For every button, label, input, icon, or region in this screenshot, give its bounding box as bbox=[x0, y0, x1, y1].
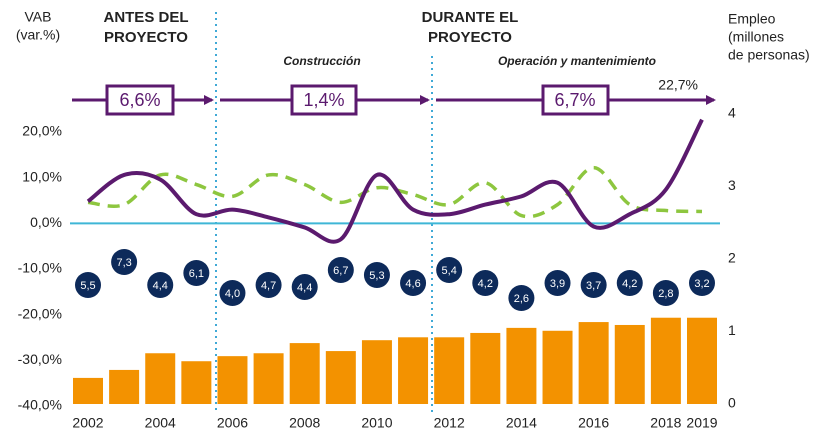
y2-title: (millones bbox=[728, 29, 784, 45]
badge-label: 3,2 bbox=[694, 278, 709, 290]
bar bbox=[253, 353, 284, 404]
value-label: 22,7% bbox=[658, 77, 698, 93]
x-tick-label: 2006 bbox=[217, 415, 248, 431]
line bbox=[86, 118, 704, 244]
badge-label: 4,4 bbox=[297, 282, 312, 294]
y-title: (var.%) bbox=[16, 27, 60, 43]
bar bbox=[398, 337, 429, 404]
badge bbox=[400, 270, 427, 296]
bar bbox=[361, 340, 392, 404]
badge bbox=[291, 274, 318, 300]
bar bbox=[109, 369, 140, 404]
x-tick-label: 2010 bbox=[361, 415, 392, 431]
line bbox=[87, 165, 703, 219]
badge bbox=[616, 270, 643, 296]
y-tick-label: -20,0% bbox=[18, 305, 62, 321]
badge-label: 4,2 bbox=[622, 278, 637, 290]
badge bbox=[111, 249, 138, 275]
badge bbox=[363, 262, 390, 288]
x-tick-label: 2012 bbox=[434, 415, 465, 431]
y-tick-label: 20,0% bbox=[22, 123, 62, 139]
y2-title: de personas) bbox=[728, 47, 810, 63]
period-label: 1,4% bbox=[303, 90, 344, 110]
y2-title: Empleo bbox=[728, 11, 776, 27]
badge bbox=[219, 280, 246, 306]
bar bbox=[145, 353, 176, 404]
x-tick-label: 2018 bbox=[650, 415, 681, 431]
period-arrows bbox=[72, 84, 716, 116]
y2-tick-label: 0 bbox=[728, 395, 736, 411]
badge bbox=[147, 272, 174, 298]
badge-label: 3,9 bbox=[550, 278, 565, 290]
badge-label: 4,6 bbox=[405, 278, 420, 290]
x-tick-label: 2008 bbox=[289, 415, 320, 431]
header: PROYECTO bbox=[104, 29, 188, 46]
badge bbox=[75, 272, 101, 298]
badge bbox=[183, 260, 210, 286]
badge bbox=[508, 285, 535, 311]
badge-label: 4,4 bbox=[153, 280, 168, 292]
x-tick-label: 2004 bbox=[145, 415, 176, 431]
badge-label: 6,1 bbox=[189, 268, 204, 280]
period-label: 6,7% bbox=[554, 90, 595, 110]
header: DURANTE EL bbox=[422, 9, 519, 26]
y-tick-label: 0,0% bbox=[30, 214, 62, 230]
badge bbox=[255, 272, 282, 298]
badge-label: 5,3 bbox=[369, 270, 384, 282]
badge-label: 2,8 bbox=[658, 288, 673, 300]
x-tick-label: 2016 bbox=[578, 415, 609, 431]
y-tick-label: 10,0% bbox=[22, 168, 62, 184]
badge bbox=[472, 270, 499, 296]
y-tick-label: -10,0% bbox=[18, 260, 62, 276]
badge-label: 4,2 bbox=[478, 278, 493, 290]
x-tick-label: 2014 bbox=[506, 415, 537, 431]
bar bbox=[325, 351, 356, 404]
bar bbox=[650, 317, 681, 404]
period-label: 6,6% bbox=[119, 90, 160, 110]
badge-label: 4,7 bbox=[261, 280, 276, 292]
badge-label: 5,4 bbox=[442, 265, 457, 277]
bar bbox=[470, 332, 501, 404]
header: ANTES DEL bbox=[103, 9, 188, 26]
badge-label: 4,0 bbox=[225, 288, 240, 300]
bar bbox=[687, 317, 717, 404]
bar bbox=[614, 324, 645, 404]
y2-tick-label: 3 bbox=[728, 177, 736, 193]
bar bbox=[181, 361, 212, 404]
bar bbox=[434, 337, 465, 404]
y-tick-label: -30,0% bbox=[18, 351, 62, 367]
y2-tick-label: 1 bbox=[728, 322, 736, 338]
badge bbox=[436, 257, 463, 283]
y2-tick-label: 4 bbox=[728, 105, 736, 121]
x-tick-label: 2019 bbox=[686, 415, 717, 431]
phase: Operación y mantenimiento bbox=[498, 54, 656, 68]
badge bbox=[580, 272, 607, 298]
y2-tick-label: 2 bbox=[728, 250, 736, 266]
bar bbox=[578, 322, 609, 404]
badge bbox=[327, 257, 354, 283]
badge bbox=[689, 270, 715, 296]
badge-label: 2,6 bbox=[514, 293, 529, 305]
badge bbox=[652, 280, 679, 306]
y-tick-label: -40,0% bbox=[18, 397, 62, 413]
bar bbox=[73, 377, 103, 404]
badge-label: 3,7 bbox=[586, 280, 601, 292]
header: PROYECTO bbox=[428, 29, 512, 46]
x-tick-label: 2002 bbox=[72, 415, 103, 431]
bar bbox=[217, 356, 248, 404]
bar bbox=[289, 343, 320, 404]
y-title: VAB bbox=[25, 9, 52, 25]
badge-label: 7,3 bbox=[116, 257, 131, 269]
badge-label: 6,7 bbox=[333, 265, 348, 277]
bar bbox=[506, 327, 537, 404]
phase: Construcción bbox=[283, 54, 360, 68]
badge-label: 5,5 bbox=[80, 280, 95, 292]
bar bbox=[542, 330, 573, 404]
badge bbox=[544, 270, 571, 296]
